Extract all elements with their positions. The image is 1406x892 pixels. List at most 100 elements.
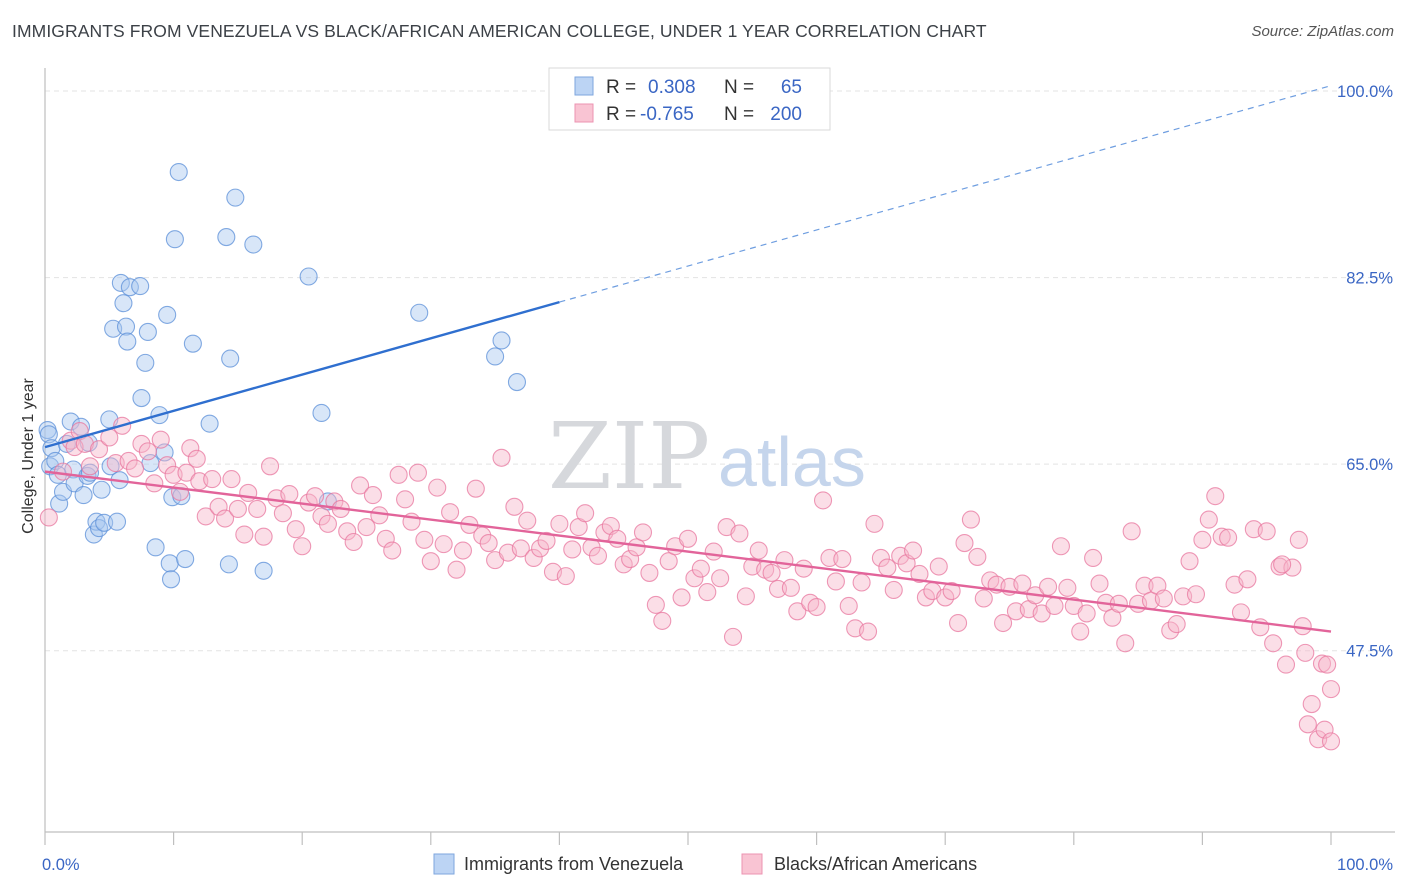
data-point-black-20 [177,463,196,482]
y-tick-label-0: 47.5% [1346,643,1393,661]
data-point-black-115 [781,578,800,597]
data-point-venezuela-44 [165,230,184,249]
data-point-black-195 [1296,643,1315,662]
data-point-black-90 [621,550,640,569]
data-point-black-51 [370,506,389,525]
data-point-black-101 [691,559,710,578]
data-point-black-161 [1077,604,1096,623]
data-point-black-189 [1257,522,1276,541]
data-point-venezuela-52 [221,349,240,368]
data-point-black-177 [1180,552,1199,571]
data-point-black-193 [1283,558,1302,577]
data-point-black-46 [338,522,357,541]
data-point-black-63 [447,560,466,579]
data-point-black-122 [826,572,845,591]
data-point-black-48 [351,476,370,495]
data-point-venezuela-19 [89,519,109,538]
data-point-black-114 [775,551,794,570]
data-point-black-1 [53,462,73,481]
data-point-black-37 [280,484,299,504]
data-point-black-61 [434,535,453,554]
legend-r-value-1: 0.308 [648,77,696,98]
x-tick-label-min: 0.0% [42,856,80,874]
data-point-black-75 [524,548,543,568]
data-point-black-103 [704,542,723,561]
data-point-black-21 [181,439,200,458]
legend-n-value-1: 65 [781,77,802,98]
data-point-venezuela-51 [219,555,238,574]
trend-lines [44,85,1332,633]
trend-line-venezuela [44,300,560,449]
data-point-venezuela-1 [39,425,58,444]
data-point-black-11 [119,451,138,471]
data-point-black-102 [698,583,717,602]
data-point-black-112 [762,563,781,582]
data-point-venezuela-21 [95,513,114,532]
data-point-black-123 [833,550,852,569]
data-point-black-95 [653,611,672,630]
data-point-black-120 [813,491,833,510]
data-point-black-134 [903,541,923,560]
data-point-venezuela-60 [486,347,505,366]
data-point-black-58 [415,530,434,549]
data-point-black-29 [228,499,247,518]
data-point-black-53 [383,541,402,560]
y-tick-label-3: 100.0% [1337,83,1393,101]
data-point-black-64 [453,541,473,560]
data-point-black-30 [235,525,254,544]
data-point-black-205 [1273,555,1292,574]
data-point-black-42 [312,507,331,526]
data-point-black-68 [479,534,498,553]
data-point-black-179 [1193,530,1212,549]
data-point-black-162 [1084,548,1103,568]
data-point-black-83 [576,504,595,523]
data-point-venezuela-37 [146,538,165,557]
data-point-black-136 [916,588,935,607]
data-point-venezuela-56 [299,267,318,286]
data-point-venezuela-25 [107,512,127,531]
trend-line-venezuela-extension [559,85,1332,303]
data-point-black-74 [518,511,537,530]
data-point-venezuela-34 [136,353,155,372]
series-venezuela-points [38,162,527,589]
data-point-black-44 [325,492,344,511]
data-point-black-24 [196,507,215,526]
data-point-venezuela-45 [169,162,188,182]
data-point-black-199 [1321,732,1341,751]
data-point-black-66 [466,479,485,498]
data-point-venezuela-23 [101,457,120,476]
data-point-black-126 [852,573,871,592]
data-point-black-204 [1321,680,1341,699]
data-point-black-110 [749,541,768,560]
data-point-black-19 [170,482,190,501]
grid-lines [45,90,1395,652]
data-point-black-163 [1090,574,1109,593]
data-point-black-182 [1212,527,1231,546]
data-point-black-62 [441,503,460,522]
y-tick-labels: 47.5% 65.0% 82.5% 100.0% [1337,83,1393,661]
data-point-black-117 [794,559,813,578]
series-legend-label-black: Blacks/African Americans [774,854,977,874]
data-point-black-107 [730,524,749,543]
watermark-atlas: atlas [718,423,866,501]
data-point-venezuela-32 [131,277,150,296]
data-point-black-174 [1161,621,1180,640]
data-point-black-76 [531,539,550,558]
data-point-black-12 [125,459,145,478]
data-point-black-93 [640,563,659,582]
source-label: Source: ZipAtlas.com [1251,23,1394,40]
data-point-black-185 [1231,603,1251,622]
data-point-black-43 [318,514,337,533]
series-black-points [39,416,1341,751]
data-point-venezuela-59 [410,303,429,322]
data-point-black-36 [273,504,292,523]
data-point-venezuela-9 [61,412,80,431]
data-point-black-181 [1206,487,1225,506]
data-point-black-106 [723,627,743,646]
data-point-black-77 [537,531,556,550]
data-point-black-191 [1270,557,1289,576]
data-point-black-156 [1045,596,1064,616]
series-legend: Immigrants from Venezuela Blacks/African… [433,853,977,875]
data-point-black-141 [949,613,968,633]
data-point-venezuela-35 [138,322,157,342]
